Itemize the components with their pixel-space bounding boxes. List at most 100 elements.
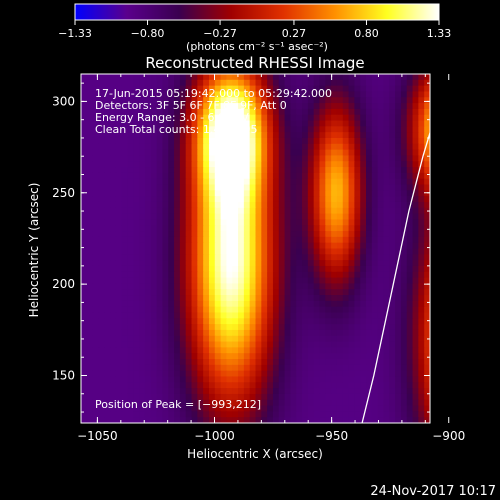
heatmap-cell xyxy=(284,231,291,238)
heatmap-cell xyxy=(174,132,181,139)
heatmap-cell xyxy=(418,248,425,255)
heatmap-cell xyxy=(226,283,233,290)
heatmap-cell xyxy=(319,155,326,162)
heatmap-cell xyxy=(86,91,94,98)
heatmap-cell xyxy=(232,108,239,116)
heatmap-cell xyxy=(115,137,123,145)
heatmap-cell xyxy=(406,207,414,215)
heatmap-cell xyxy=(139,120,146,127)
heatmap-cell xyxy=(127,201,134,209)
heatmap-cell xyxy=(371,300,379,308)
heatmap-cell xyxy=(220,364,228,372)
heatmap-cell xyxy=(342,231,350,238)
heatmap-cell xyxy=(389,196,396,203)
heatmap-cell xyxy=(238,364,245,372)
heatmap-cell xyxy=(360,91,367,98)
heatmap-cell xyxy=(156,260,164,267)
heatmap-cell xyxy=(243,417,251,423)
heatmap-cell xyxy=(144,108,152,116)
heatmap-cell xyxy=(348,260,355,267)
heatmap-cell xyxy=(203,376,210,383)
heatmap-cell xyxy=(168,167,175,174)
heatmap-cell xyxy=(302,382,309,389)
heatmap-cell xyxy=(139,265,146,273)
heatmap-cell xyxy=(115,312,123,319)
heatmap-cell xyxy=(302,411,309,418)
heatmap-cell xyxy=(272,155,280,162)
heatmap-cell xyxy=(383,329,390,337)
heatmap-cell xyxy=(179,265,187,273)
heatmap-cell xyxy=(348,364,355,372)
heatmap-cell xyxy=(348,283,355,290)
heatmap-cell xyxy=(92,120,100,127)
heatmap-cell xyxy=(383,242,390,250)
heatmap-cell xyxy=(249,143,257,151)
heatmap-cell xyxy=(162,393,169,401)
heatmap-cell xyxy=(174,295,181,302)
heatmap-cell xyxy=(424,201,430,209)
heatmap-cell xyxy=(249,161,257,168)
heatmap-cell xyxy=(278,108,286,116)
heatmap-cell xyxy=(243,370,251,378)
heatmap-cell xyxy=(389,225,396,232)
heatmap-cell xyxy=(110,184,117,191)
heatmap-cell xyxy=(162,91,169,98)
heatmap-cell xyxy=(342,190,350,197)
heatmap-cell xyxy=(214,149,222,157)
heatmap-cell xyxy=(191,364,198,372)
heatmap-cell xyxy=(360,178,367,186)
heatmap-cell xyxy=(319,79,326,87)
heatmap-cell xyxy=(81,219,88,226)
heatmap-cell xyxy=(238,289,245,296)
heatmap-cell xyxy=(81,318,88,325)
heatmap-cell xyxy=(121,364,129,372)
heatmap-cell xyxy=(104,399,111,407)
heatmap-cell xyxy=(197,201,204,209)
heatmap-cell xyxy=(185,236,193,244)
heatmap-cell xyxy=(272,184,280,191)
heatmap-cell xyxy=(208,114,216,122)
heatmap-cell xyxy=(302,283,309,290)
heatmap-cell xyxy=(150,359,158,366)
heatmap-cell xyxy=(191,370,198,378)
heatmap-cell xyxy=(249,172,257,180)
heatmap-cell xyxy=(133,254,140,261)
heatmap-cell xyxy=(424,172,430,180)
heatmap-cell xyxy=(179,271,187,279)
heatmap-cell xyxy=(249,329,257,337)
heatmap-cell xyxy=(412,231,419,238)
heatmap-cell xyxy=(313,207,321,215)
heatmap-cell xyxy=(354,213,361,221)
heatmap-cell xyxy=(232,335,239,343)
heatmap-cell xyxy=(400,196,408,203)
heatmap-cell xyxy=(150,324,158,331)
heatmap-cell xyxy=(162,167,169,174)
heatmap-cell xyxy=(220,359,228,366)
heatmap-cell xyxy=(174,318,181,325)
heatmap-cell xyxy=(139,161,146,168)
heatmap-cell xyxy=(226,231,233,238)
heatmap-cell xyxy=(179,91,187,98)
heatmap-cell xyxy=(98,405,105,412)
heatmap-cell xyxy=(424,242,430,250)
heatmap-cell xyxy=(168,295,175,302)
heatmap-cell xyxy=(383,114,390,122)
heatmap-cell xyxy=(139,417,146,423)
heatmap-cell xyxy=(197,242,204,250)
heatmap-cell xyxy=(325,219,332,226)
heatmap-cell xyxy=(86,201,94,209)
heatmap-cell xyxy=(197,393,204,401)
heatmap-cell xyxy=(342,382,350,389)
heatmap-cell xyxy=(313,231,321,238)
heatmap-cell xyxy=(272,85,280,93)
heatmap-cell xyxy=(418,277,425,284)
heatmap-cell xyxy=(232,382,239,389)
heatmap-cell xyxy=(366,335,373,343)
heatmap-cell xyxy=(267,306,274,314)
heatmap-cell xyxy=(267,114,274,122)
heatmap-cell xyxy=(412,289,419,296)
heatmap-cell xyxy=(86,143,94,151)
heatmap-cell xyxy=(325,405,332,412)
heatmap-cell xyxy=(424,114,430,122)
heatmap-cell xyxy=(418,91,425,98)
